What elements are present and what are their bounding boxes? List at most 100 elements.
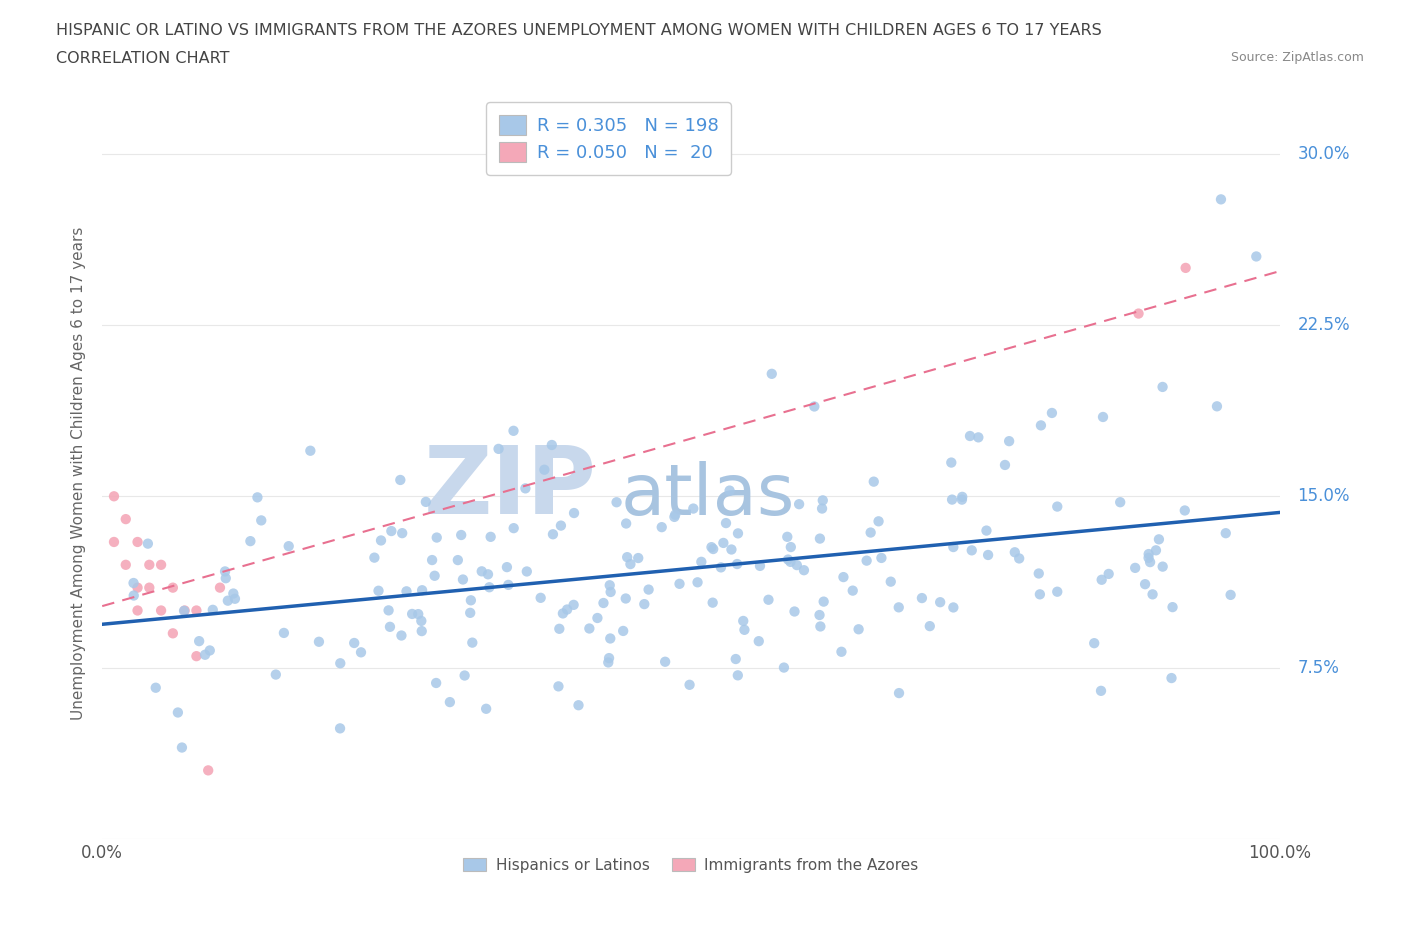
Point [136,537,159,551]
Point [832,570,855,585]
Point [415,495,437,510]
Point [1046,584,1069,599]
Point [733,622,755,637]
Point [426,530,449,545]
Point [749,558,772,573]
Point [425,675,447,690]
Point [389,472,412,487]
Point [550,518,572,533]
Point [808,607,831,622]
Point [725,556,748,571]
Point [786,558,808,573]
Point [173,603,195,618]
Point [401,606,423,621]
Point [411,583,433,598]
Text: 15.0%: 15.0% [1298,487,1350,505]
Point [929,595,952,610]
Point [599,578,621,592]
Point [439,695,461,710]
Point [702,541,724,556]
Point [194,647,217,662]
Point [122,588,145,603]
Point [370,533,392,548]
Point [976,524,998,538]
Point [942,600,965,615]
Point [1029,587,1052,602]
Point [606,495,628,510]
Point [690,554,713,569]
Point [941,455,963,470]
Point [170,740,193,755]
Point [637,582,659,597]
Point [830,644,852,659]
Point [329,721,352,736]
Point [458,605,481,620]
Point [598,651,620,666]
Point [551,606,574,621]
Point [1209,192,1232,206]
Text: atlas: atlas [620,461,794,530]
Point [502,521,524,536]
Point [1090,684,1112,698]
Point [950,489,973,504]
Point [343,635,366,650]
Point [1215,525,1237,540]
Point [264,667,287,682]
Text: 22.5%: 22.5% [1298,316,1350,334]
Point [350,644,373,659]
Point [167,705,190,720]
Point [1123,561,1146,576]
Point [868,514,890,529]
Point [880,574,903,589]
Point [633,597,655,612]
Point [841,583,863,598]
Point [530,591,553,605]
Point [787,497,810,512]
Point [724,652,747,667]
Point [1137,551,1160,565]
Point [811,501,834,516]
Point [942,539,965,554]
Point [887,600,910,615]
Point [686,575,709,590]
Legend: Hispanics or Latinos, Immigrants from the Azores: Hispanics or Latinos, Immigrants from th… [457,852,925,879]
Point [614,516,637,531]
Point [162,626,184,641]
Point [562,597,585,612]
Point [273,626,295,641]
Point [783,604,806,619]
Point [411,614,433,629]
Point [586,611,609,626]
Point [627,551,650,565]
Point [395,584,418,599]
Point [1046,499,1069,514]
Point [727,668,749,683]
Point [664,507,686,522]
Point [1147,532,1170,547]
Point [215,571,238,586]
Point [1091,572,1114,587]
Point [1128,306,1150,321]
Point [391,525,413,540]
Point [727,526,749,541]
Point [250,513,273,528]
Point [186,603,208,618]
Point [967,430,990,445]
Text: 30.0%: 30.0% [1298,145,1350,163]
Point [977,548,1000,563]
Point [1206,399,1229,414]
Point [1133,577,1156,591]
Point [578,621,600,636]
Point [1174,503,1197,518]
Point [380,524,402,538]
Point [411,624,433,639]
Point [779,539,801,554]
Point [548,621,571,636]
Point [222,586,245,601]
Point [1152,379,1174,394]
Point [114,557,136,572]
Point [377,603,399,618]
Point [887,685,910,700]
Point [308,634,330,649]
Point [1142,587,1164,602]
